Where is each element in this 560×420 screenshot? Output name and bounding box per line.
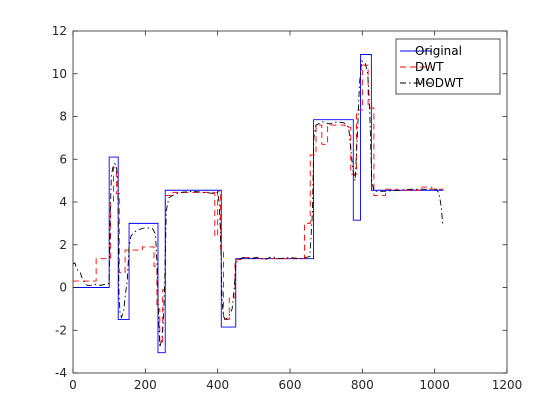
x-tick-label: 1200 xyxy=(492,378,523,392)
legend-label-modwt: MODWT xyxy=(415,76,464,90)
legend: Original DWT MODWT xyxy=(395,38,501,95)
x-tick-label: 0 xyxy=(69,378,77,392)
series-line-modwt xyxy=(73,60,444,348)
x-tick-label: 600 xyxy=(279,378,302,392)
series-line-dwt xyxy=(73,64,444,344)
y-tick-label: 0 xyxy=(59,281,67,295)
y-axis: -4 -2 0 2 4 6 8 10 12 xyxy=(52,24,507,380)
x-tick-label: 1000 xyxy=(419,378,450,392)
x-tick-label: 200 xyxy=(134,378,157,392)
y-tick-label: 12 xyxy=(52,24,67,38)
y-tick-label: 8 xyxy=(59,110,67,124)
y-tick-label: 2 xyxy=(59,238,67,252)
y-tick-label: -4 xyxy=(55,366,67,380)
y-tick-label: 10 xyxy=(52,67,67,81)
x-tick-label: 800 xyxy=(351,378,374,392)
series-layer xyxy=(73,54,444,354)
y-tick-label: 4 xyxy=(59,195,67,209)
legend-label-dwt: DWT xyxy=(415,60,444,74)
y-tick-label: -2 xyxy=(55,323,67,337)
x-axis: 0 200 400 600 800 1000 1200 xyxy=(69,31,522,392)
y-tick-label: 6 xyxy=(59,152,67,166)
legend-box xyxy=(395,38,501,95)
legend-label-original: Original xyxy=(415,44,462,58)
x-tick-label: 400 xyxy=(206,378,229,392)
